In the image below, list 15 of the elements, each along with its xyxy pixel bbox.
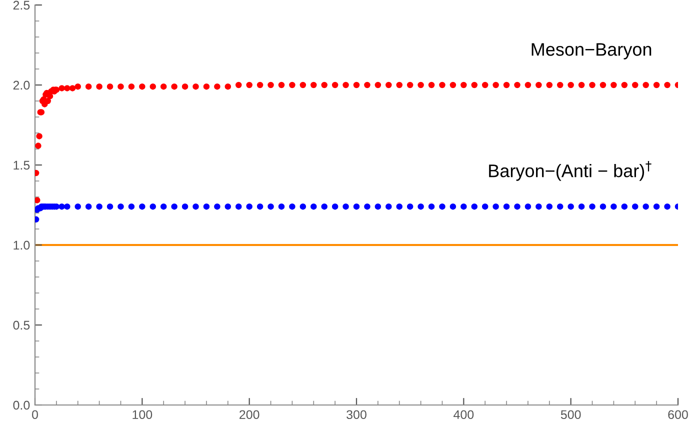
y-tick-label: 1.0 [14,240,30,250]
x-tick-label: 500 [560,410,581,420]
y-tick-label: 1.5 [14,160,30,170]
series-label: Meson−Baryon [532,43,652,60]
y-tick-label: 2.5 [13,0,30,10]
x-tick-label: 300 [346,410,366,420]
y-tick-label: 2.0 [13,80,30,90]
x-tick-label: 600 [668,410,688,420]
x-tick-label: 100 [132,410,152,420]
x-tick-label: 400 [454,410,474,420]
y-tick-label: 0.5 [13,320,30,330]
series-label: Baryon−(Anti − bar)$^{†}$ [489,160,652,181]
y-tick-label: 0.0 [13,400,30,410]
x-tick-label: 200 [240,410,260,420]
x-tick-label: 0 [32,410,38,420]
